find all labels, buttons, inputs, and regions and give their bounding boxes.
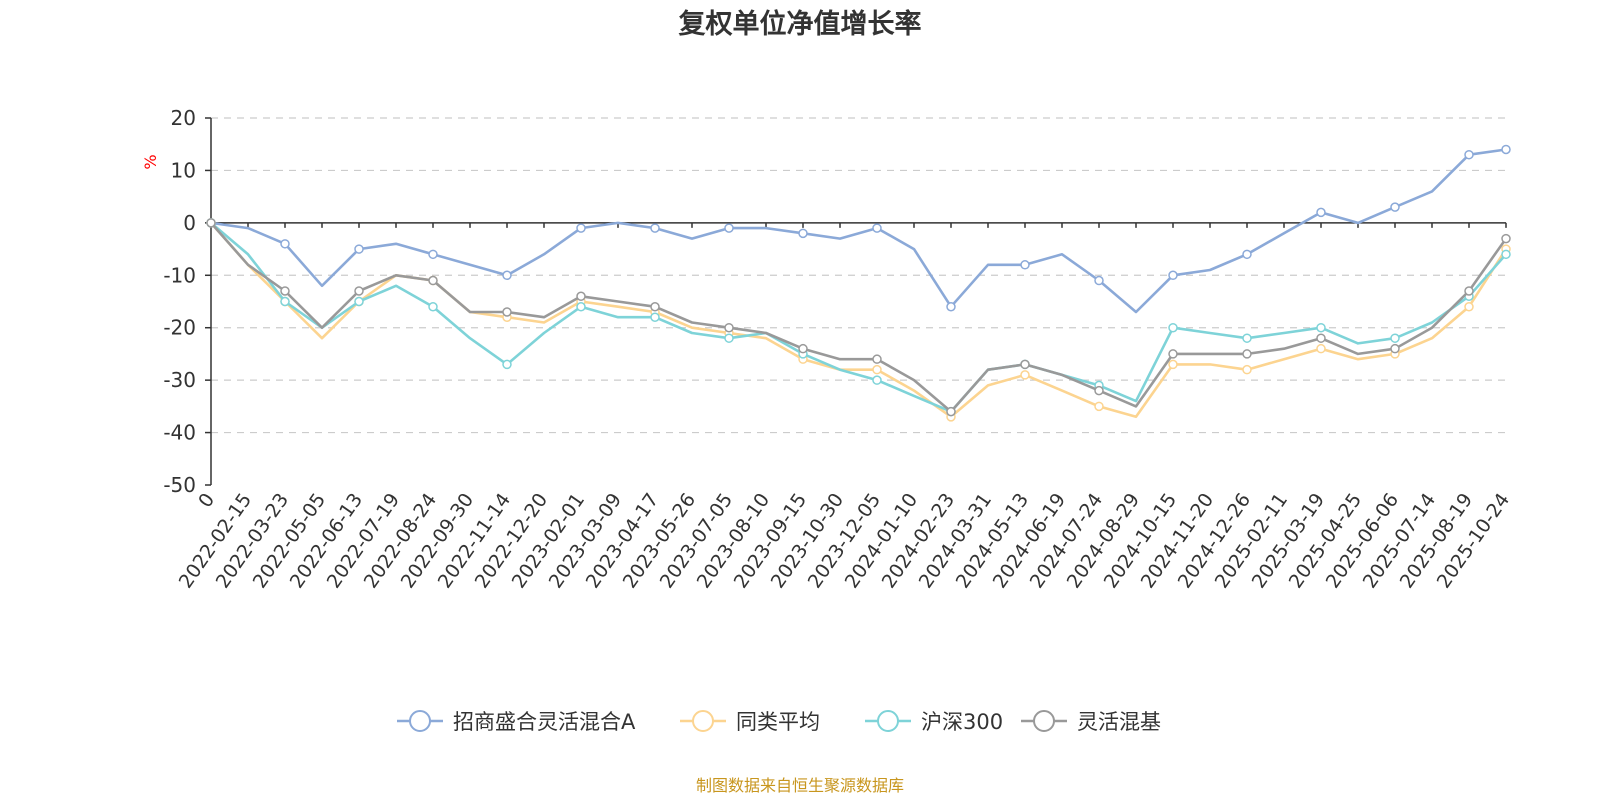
data-point	[1242, 249, 1252, 260]
y-tick-label: -20	[163, 316, 196, 340]
grid	[211, 117, 1506, 434]
data-point	[280, 239, 290, 249]
data-point	[1168, 349, 1178, 359]
data-point	[206, 218, 216, 228]
data-point	[872, 354, 882, 364]
y-tick-label: 10	[171, 158, 196, 182]
data-point	[1464, 286, 1474, 296]
data-point	[576, 291, 586, 302]
series-line	[210, 148, 1507, 314]
data-point	[502, 359, 512, 370]
data-point	[502, 307, 512, 317]
data-point	[650, 301, 660, 312]
legend-marker	[1033, 710, 1055, 732]
y-tick-label: -50	[163, 473, 196, 497]
legend-label: 同类平均	[736, 710, 820, 734]
data-point	[724, 223, 734, 233]
data-point	[872, 375, 882, 385]
data-point	[576, 223, 586, 233]
data-point	[724, 322, 734, 333]
data-point	[502, 270, 512, 281]
data-point	[1390, 202, 1400, 212]
data-point	[650, 223, 660, 233]
y-tick-labels: 20 10 0 -10 -20 -30 -40 -50	[163, 106, 196, 497]
y-tick-label: -40	[163, 421, 196, 445]
series-line	[210, 221, 1507, 413]
y-tick-label: -10	[163, 263, 196, 287]
data-point	[1242, 364, 1252, 375]
data-point	[1501, 233, 1511, 244]
data-point	[1020, 359, 1030, 370]
data-point	[354, 244, 364, 254]
data-point	[354, 286, 364, 296]
data-point	[872, 364, 882, 375]
y-tick-label: -30	[163, 368, 196, 392]
chart-title: 复权单位净值增长率	[679, 8, 922, 40]
series-1	[206, 144, 1511, 314]
legend[interactable]: 招商盛合灵活混合A 同类平均 沪深300 灵活混基	[397, 710, 1161, 734]
series-2	[206, 218, 1511, 422]
legend-label: 灵活混基	[1077, 710, 1161, 734]
data-point	[1168, 270, 1178, 281]
data-point	[1464, 149, 1474, 160]
data-point	[280, 296, 290, 307]
data-point	[872, 223, 882, 233]
data-point	[428, 249, 438, 260]
data-point	[1242, 333, 1252, 343]
data-point	[798, 228, 808, 239]
series-3	[206, 218, 1511, 417]
data-point	[428, 301, 438, 312]
data-point	[1094, 385, 1104, 396]
legend-label: 沪深300	[921, 710, 1003, 734]
y-axis-unit: %	[141, 154, 160, 169]
data-point	[428, 275, 438, 286]
legend-marker	[409, 710, 431, 732]
data-point	[946, 406, 956, 417]
legend-label: 招商盛合灵活混合A	[453, 710, 636, 734]
data-point	[1316, 322, 1326, 333]
data-point	[798, 343, 808, 354]
data-point	[1501, 144, 1511, 155]
data-point	[946, 301, 956, 312]
data-point	[280, 286, 290, 296]
legend-item-2[interactable]: 同类平均	[680, 710, 820, 734]
data-point	[1020, 370, 1030, 380]
y-tick-label: 20	[171, 106, 196, 130]
legend-item-4[interactable]: 灵活混基	[1021, 710, 1161, 734]
series-line	[210, 222, 1508, 413]
axes	[205, 117, 1507, 486]
data-point	[1464, 301, 1474, 312]
series-4	[206, 218, 1511, 417]
data-point	[1242, 349, 1252, 359]
data-point	[354, 296, 364, 307]
x-tick-labels: 02022-02-152022-03-232022-05-052022-06-1…	[175, 489, 1514, 592]
data-point	[1316, 207, 1326, 218]
legend-item-3[interactable]: 沪深300	[865, 710, 1003, 734]
data-point	[1094, 275, 1104, 286]
legend-marker	[877, 710, 899, 732]
x-tick-label: 0	[194, 489, 219, 512]
y-tick-label: 0	[183, 211, 196, 235]
series-lines	[206, 144, 1511, 422]
data-point	[576, 301, 586, 312]
data-point	[1020, 260, 1030, 270]
data-point	[1168, 359, 1178, 370]
data-point	[650, 312, 660, 322]
data-point	[1168, 322, 1178, 333]
data-point	[1316, 343, 1326, 354]
legend-marker	[692, 710, 714, 732]
data-point	[1316, 333, 1326, 343]
data-point	[1094, 401, 1104, 412]
data-point	[724, 333, 734, 343]
data-point	[1390, 333, 1400, 343]
data-point	[1390, 343, 1400, 354]
source-note: 制图数据来自恒生聚源数据库	[696, 776, 904, 795]
data-point	[1501, 249, 1511, 260]
legend-item-1[interactable]: 招商盛合灵活混合A	[397, 710, 636, 734]
series-line	[210, 222, 1508, 419]
